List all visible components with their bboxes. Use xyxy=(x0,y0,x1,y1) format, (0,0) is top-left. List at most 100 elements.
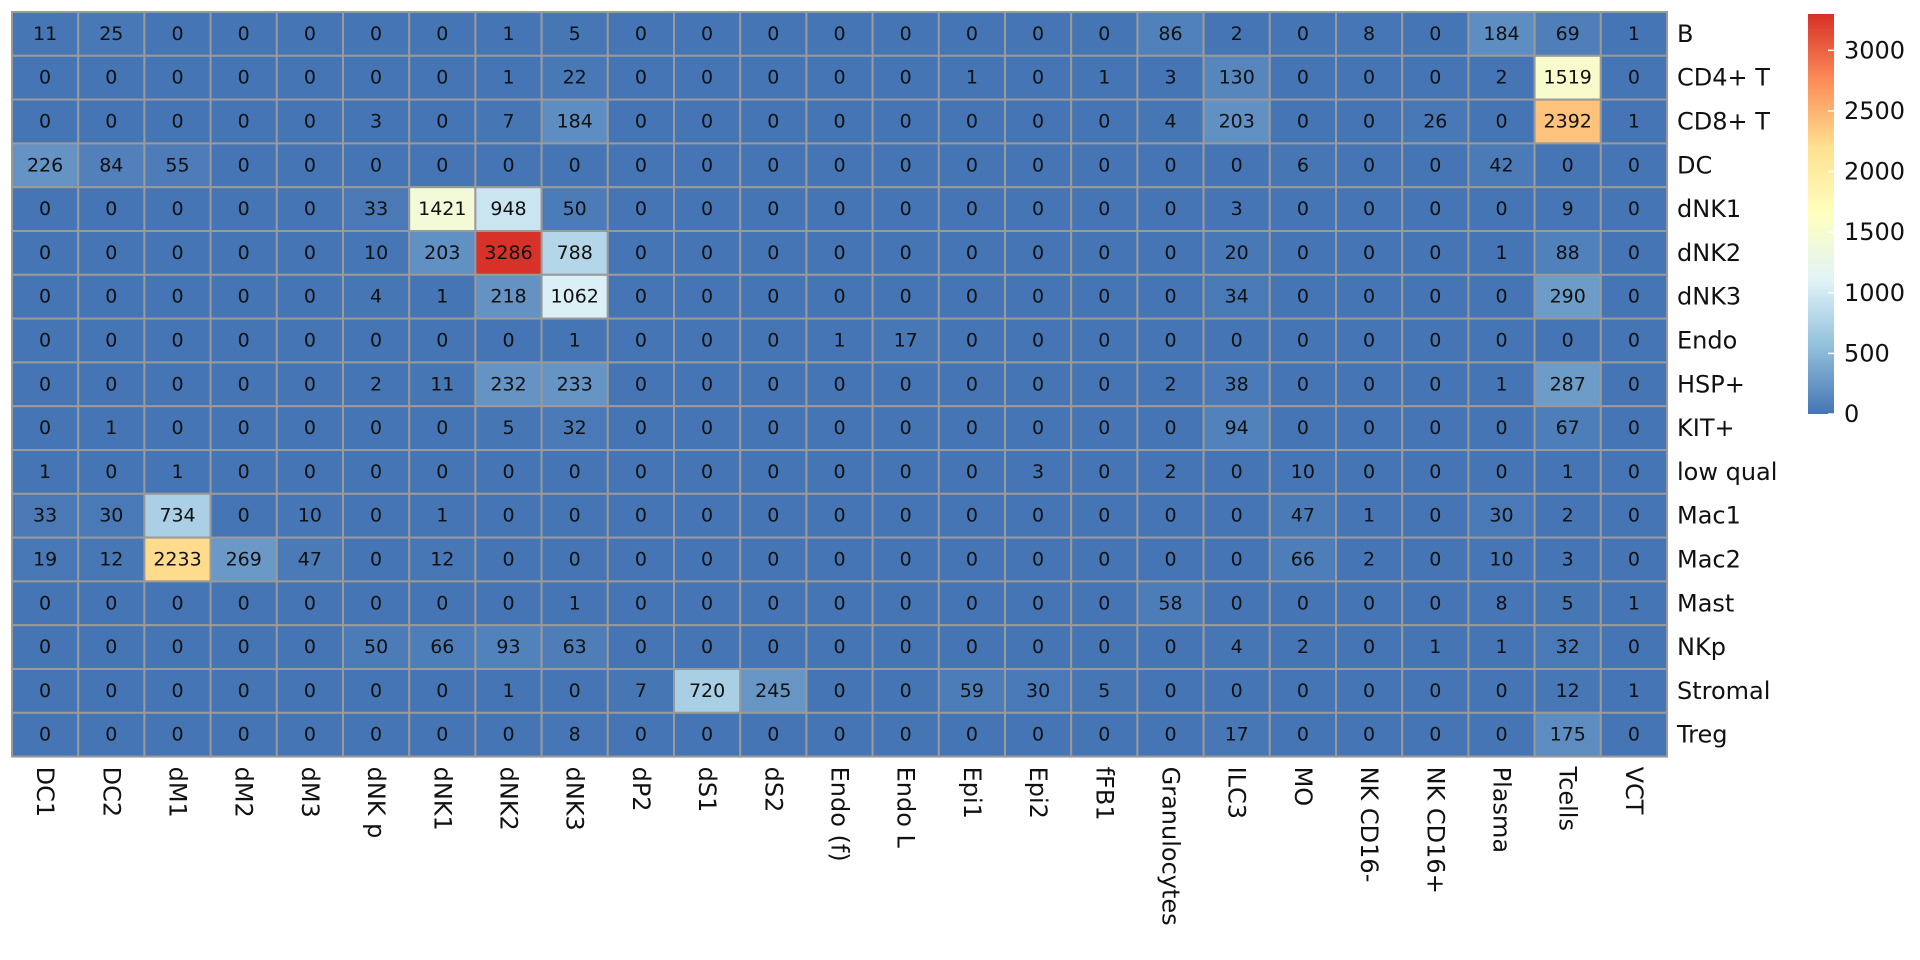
cell-hsp-epi2 xyxy=(1004,361,1073,408)
cell-value-label: 26 xyxy=(1423,111,1447,133)
cell-treg-ffb1 xyxy=(1070,711,1139,758)
cell-value-label: 1 xyxy=(502,680,514,702)
cell-cd8-t-vct xyxy=(1599,98,1669,145)
cell-value-label: 1 xyxy=(966,67,978,89)
cell-value-label: 0 xyxy=(1098,417,1110,439)
cell-value-label: 0 xyxy=(966,505,978,527)
cell-cd4-t-nk-cd16 xyxy=(1335,54,1404,101)
heatmap-cells xyxy=(11,11,1669,758)
cell-value-label: 0 xyxy=(900,67,912,89)
cell-value-label: 0 xyxy=(105,111,117,133)
cell-value-label: 2233 xyxy=(153,549,201,571)
cell-value-label: 1 xyxy=(1098,67,1110,89)
cell-endo-dnk-p xyxy=(342,317,411,364)
column-label-ds1: dS1 xyxy=(693,767,721,813)
cell-value-label: 47 xyxy=(298,549,322,571)
cell-stromal-dm1 xyxy=(143,668,212,714)
cell-value-label: 0 xyxy=(767,592,779,614)
cell-value-label: 0 xyxy=(1628,636,1640,658)
cell-value-label: 0 xyxy=(833,505,845,527)
cell-value-label: 2 xyxy=(1164,373,1176,395)
cell-value-label: 0 xyxy=(1098,330,1110,352)
cell-treg-epi1 xyxy=(937,711,1006,758)
cell-value-label: 0 xyxy=(701,242,713,264)
cell-value-label: 11 xyxy=(430,373,454,395)
cell-mac2-endo-l xyxy=(871,536,940,583)
row-label-mac2: Mac2 xyxy=(1677,546,1741,574)
cell-mast-dc1 xyxy=(11,580,80,627)
cell-value-label: 0 xyxy=(1164,198,1176,220)
cell-value-label: 0 xyxy=(1495,724,1507,746)
cell-value-label: 0 xyxy=(635,67,647,89)
cell-dnk2-dm2 xyxy=(209,230,278,276)
cell-value-label: 0 xyxy=(569,461,581,483)
cell-nkp-vct xyxy=(1599,624,1669,671)
cell-cd4-t-ffb1 xyxy=(1070,54,1139,101)
cell-value-label: 0 xyxy=(833,592,845,614)
cell-value-label: 0 xyxy=(502,330,514,352)
cell-value-label: 0 xyxy=(1231,549,1243,571)
cell-value-label: 0 xyxy=(966,242,978,264)
cell-mac1-endo-f xyxy=(805,492,874,539)
cell-value-label: 0 xyxy=(966,23,978,45)
cell-cd8-t-ilc3 xyxy=(1202,98,1271,145)
cell-cd8-t-epi2 xyxy=(1004,98,1073,145)
cell-value-label: 0 xyxy=(436,111,448,133)
row-label-cd8-t: CD8+ T xyxy=(1677,108,1770,136)
cell-treg-dm1 xyxy=(143,711,212,758)
cell-value-label: 232 xyxy=(490,373,526,395)
cell-value-label: 0 xyxy=(1164,417,1176,439)
cell-value-label: 0 xyxy=(171,198,183,220)
cell-cd8-t-endo-l xyxy=(871,98,940,145)
cell-cd8-t-dnk3 xyxy=(540,98,609,145)
cell-value-label: 1421 xyxy=(418,198,466,220)
cell-value-label: 0 xyxy=(1297,111,1309,133)
cell-cd8-t-ffb1 xyxy=(1070,98,1139,145)
column-label-plasma: Plasma xyxy=(1488,767,1516,853)
cell-value-label: 1 xyxy=(1429,636,1441,658)
cell-value-label: 86 xyxy=(1158,23,1182,45)
column-label-ffb1: fFB1 xyxy=(1090,767,1118,821)
cell-value-label: 1 xyxy=(1628,23,1640,45)
column-label-dnk-p: dNK p xyxy=(362,767,390,839)
cell-value-label: 0 xyxy=(1429,286,1441,308)
cell-value-label: 0 xyxy=(171,592,183,614)
cell-value-label: 0 xyxy=(900,242,912,264)
cell-value-label: 0 xyxy=(1429,330,1441,352)
cell-value-label: 0 xyxy=(1231,330,1243,352)
cell-value-label: 0 xyxy=(1032,111,1044,133)
cell-cd8-t-dnk-p xyxy=(342,98,411,145)
cell-cd4-t-dm2 xyxy=(209,54,278,101)
cell-value-label: 0 xyxy=(238,67,250,89)
cell-value-label: 0 xyxy=(833,724,845,746)
row-label-mac1: Mac1 xyxy=(1677,502,1741,530)
cell-value-label: 0 xyxy=(900,198,912,220)
cell-endo-tcells xyxy=(1533,317,1602,364)
cell-dnk2-dnk1 xyxy=(408,230,477,276)
cell-value-label: 0 xyxy=(900,111,912,133)
cell-value-label: 94 xyxy=(1225,417,1249,439)
cell-value-label: 0 xyxy=(105,592,117,614)
cell-value-label: 0 xyxy=(238,461,250,483)
cell-value-label: 0 xyxy=(370,592,382,614)
cell-dnk2-dm1 xyxy=(143,230,212,276)
cell-value-label: 1 xyxy=(171,461,183,483)
cell-value-label: 42 xyxy=(1489,154,1513,176)
cell-kit-tcells xyxy=(1533,405,1602,452)
cell-value-label: 0 xyxy=(1429,198,1441,220)
cell-endo-epi2 xyxy=(1004,317,1073,364)
cell-nkp-ilc3 xyxy=(1202,624,1271,671)
cell-value-label: 0 xyxy=(370,505,382,527)
cell-value-label: 25 xyxy=(99,23,123,45)
cell-value-label: 0 xyxy=(1032,636,1044,658)
cell-value-label: 0 xyxy=(1429,67,1441,89)
cell-dc-dnk1 xyxy=(408,142,477,189)
cell-value-label: 0 xyxy=(1098,23,1110,45)
cell-value-label: 0 xyxy=(238,724,250,746)
column-label-dc2: DC2 xyxy=(97,767,125,818)
cell-value-label: 0 xyxy=(1429,549,1441,571)
cell-value-label: 0 xyxy=(900,23,912,45)
cell-stromal-dnk1 xyxy=(408,668,477,714)
cell-value-label: 2 xyxy=(1297,636,1309,658)
cell-value-label: 0 xyxy=(502,592,514,614)
